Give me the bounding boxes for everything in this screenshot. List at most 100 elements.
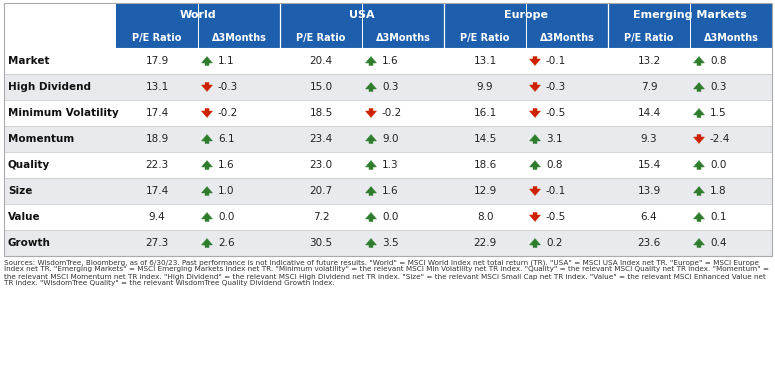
Polygon shape bbox=[202, 161, 212, 169]
Text: 1.3: 1.3 bbox=[382, 160, 398, 170]
Text: 18.5: 18.5 bbox=[309, 108, 332, 118]
Bar bbox=[4, 3, 772, 256]
Text: 23.6: 23.6 bbox=[637, 238, 660, 248]
Text: USA: USA bbox=[350, 11, 375, 20]
Text: Market: Market bbox=[8, 56, 50, 66]
Text: 0.2: 0.2 bbox=[546, 238, 563, 248]
Text: 15.0: 15.0 bbox=[309, 82, 332, 92]
Text: 17.9: 17.9 bbox=[146, 56, 169, 66]
Polygon shape bbox=[202, 212, 212, 222]
Polygon shape bbox=[694, 187, 704, 196]
Polygon shape bbox=[694, 134, 704, 143]
Text: P/E Ratio: P/E Ratio bbox=[296, 33, 346, 43]
Polygon shape bbox=[202, 134, 212, 143]
Text: 30.5: 30.5 bbox=[309, 238, 332, 248]
Polygon shape bbox=[202, 108, 212, 118]
Text: -0.1: -0.1 bbox=[546, 56, 567, 66]
Text: -0.2: -0.2 bbox=[382, 108, 402, 118]
Text: 0.4: 0.4 bbox=[710, 238, 726, 248]
Text: 20.4: 20.4 bbox=[309, 56, 332, 66]
Text: 20.7: 20.7 bbox=[309, 186, 332, 196]
Polygon shape bbox=[694, 161, 704, 169]
Polygon shape bbox=[529, 187, 540, 196]
Text: 6.4: 6.4 bbox=[641, 212, 657, 222]
Text: -0.5: -0.5 bbox=[546, 108, 567, 118]
Text: 23.0: 23.0 bbox=[309, 160, 332, 170]
Text: 0.0: 0.0 bbox=[218, 212, 234, 222]
Text: -0.1: -0.1 bbox=[546, 186, 567, 196]
Bar bbox=[4, 230, 772, 256]
Bar bbox=[116, 28, 772, 48]
Text: Quality: Quality bbox=[8, 160, 50, 170]
Text: 14.5: 14.5 bbox=[474, 134, 497, 144]
Text: 1.6: 1.6 bbox=[218, 160, 235, 170]
Bar bbox=[4, 3, 116, 28]
Polygon shape bbox=[366, 82, 377, 92]
Text: 18.6: 18.6 bbox=[474, 160, 497, 170]
Text: 6.1: 6.1 bbox=[218, 134, 235, 144]
Text: 12.9: 12.9 bbox=[474, 186, 497, 196]
Text: 13.1: 13.1 bbox=[146, 82, 169, 92]
Polygon shape bbox=[529, 238, 540, 247]
Text: 0.3: 0.3 bbox=[382, 82, 398, 92]
Polygon shape bbox=[694, 108, 704, 118]
Text: 27.3: 27.3 bbox=[146, 238, 169, 248]
Text: 16.1: 16.1 bbox=[474, 108, 497, 118]
Polygon shape bbox=[366, 108, 377, 118]
Text: P/E Ratio: P/E Ratio bbox=[625, 33, 673, 43]
Text: -0.5: -0.5 bbox=[546, 212, 567, 222]
Text: 17.4: 17.4 bbox=[146, 108, 169, 118]
Text: P/E Ratio: P/E Ratio bbox=[460, 33, 510, 43]
Bar bbox=[4, 48, 772, 74]
Text: 13.1: 13.1 bbox=[474, 56, 497, 66]
Text: Growth: Growth bbox=[8, 238, 51, 248]
Text: 0.3: 0.3 bbox=[710, 82, 726, 92]
Polygon shape bbox=[529, 161, 540, 169]
Text: -2.4: -2.4 bbox=[710, 134, 730, 144]
Polygon shape bbox=[529, 82, 540, 92]
Text: 1.1: 1.1 bbox=[218, 56, 235, 66]
Text: -0.2: -0.2 bbox=[218, 108, 238, 118]
Text: 1.6: 1.6 bbox=[382, 186, 398, 196]
Text: Momentum: Momentum bbox=[8, 134, 74, 144]
Polygon shape bbox=[202, 187, 212, 196]
Text: 3.1: 3.1 bbox=[546, 134, 563, 144]
Bar bbox=[4, 152, 772, 178]
Text: 13.9: 13.9 bbox=[637, 186, 660, 196]
Text: Δ3Months: Δ3Months bbox=[539, 33, 594, 43]
Polygon shape bbox=[366, 238, 377, 247]
Polygon shape bbox=[366, 161, 377, 169]
Text: 18.9: 18.9 bbox=[146, 134, 169, 144]
Text: 3.5: 3.5 bbox=[382, 238, 398, 248]
Polygon shape bbox=[366, 187, 377, 196]
Text: 9.3: 9.3 bbox=[641, 134, 657, 144]
Polygon shape bbox=[529, 134, 540, 143]
Polygon shape bbox=[529, 108, 540, 118]
Text: Δ3Months: Δ3Months bbox=[704, 33, 759, 43]
Text: 0.8: 0.8 bbox=[710, 56, 726, 66]
Bar bbox=[4, 28, 116, 48]
Text: High Dividend: High Dividend bbox=[8, 82, 91, 92]
Text: 9.0: 9.0 bbox=[382, 134, 398, 144]
Bar bbox=[4, 74, 772, 100]
Polygon shape bbox=[529, 212, 540, 222]
Text: 22.9: 22.9 bbox=[474, 238, 497, 248]
Text: 8.0: 8.0 bbox=[477, 212, 493, 222]
Text: 2.6: 2.6 bbox=[218, 238, 235, 248]
Polygon shape bbox=[202, 82, 212, 92]
Polygon shape bbox=[366, 134, 377, 143]
Text: Value: Value bbox=[8, 212, 40, 222]
Polygon shape bbox=[202, 238, 212, 247]
Bar bbox=[4, 126, 772, 152]
Text: Δ3Months: Δ3Months bbox=[212, 33, 267, 43]
Text: Sources: WisdomTree, Bloomberg, as of 6/30/23. Past performance is not indicativ: Sources: WisdomTree, Bloomberg, as of 6/… bbox=[4, 259, 769, 287]
Text: 1.5: 1.5 bbox=[710, 108, 727, 118]
Text: Δ3Months: Δ3Months bbox=[376, 33, 430, 43]
Bar bbox=[4, 204, 772, 230]
Polygon shape bbox=[694, 238, 704, 247]
Text: Minimum Volatility: Minimum Volatility bbox=[8, 108, 119, 118]
Text: 9.4: 9.4 bbox=[149, 212, 165, 222]
Text: 7.9: 7.9 bbox=[641, 82, 657, 92]
Polygon shape bbox=[529, 57, 540, 65]
Text: 0.0: 0.0 bbox=[710, 160, 726, 170]
